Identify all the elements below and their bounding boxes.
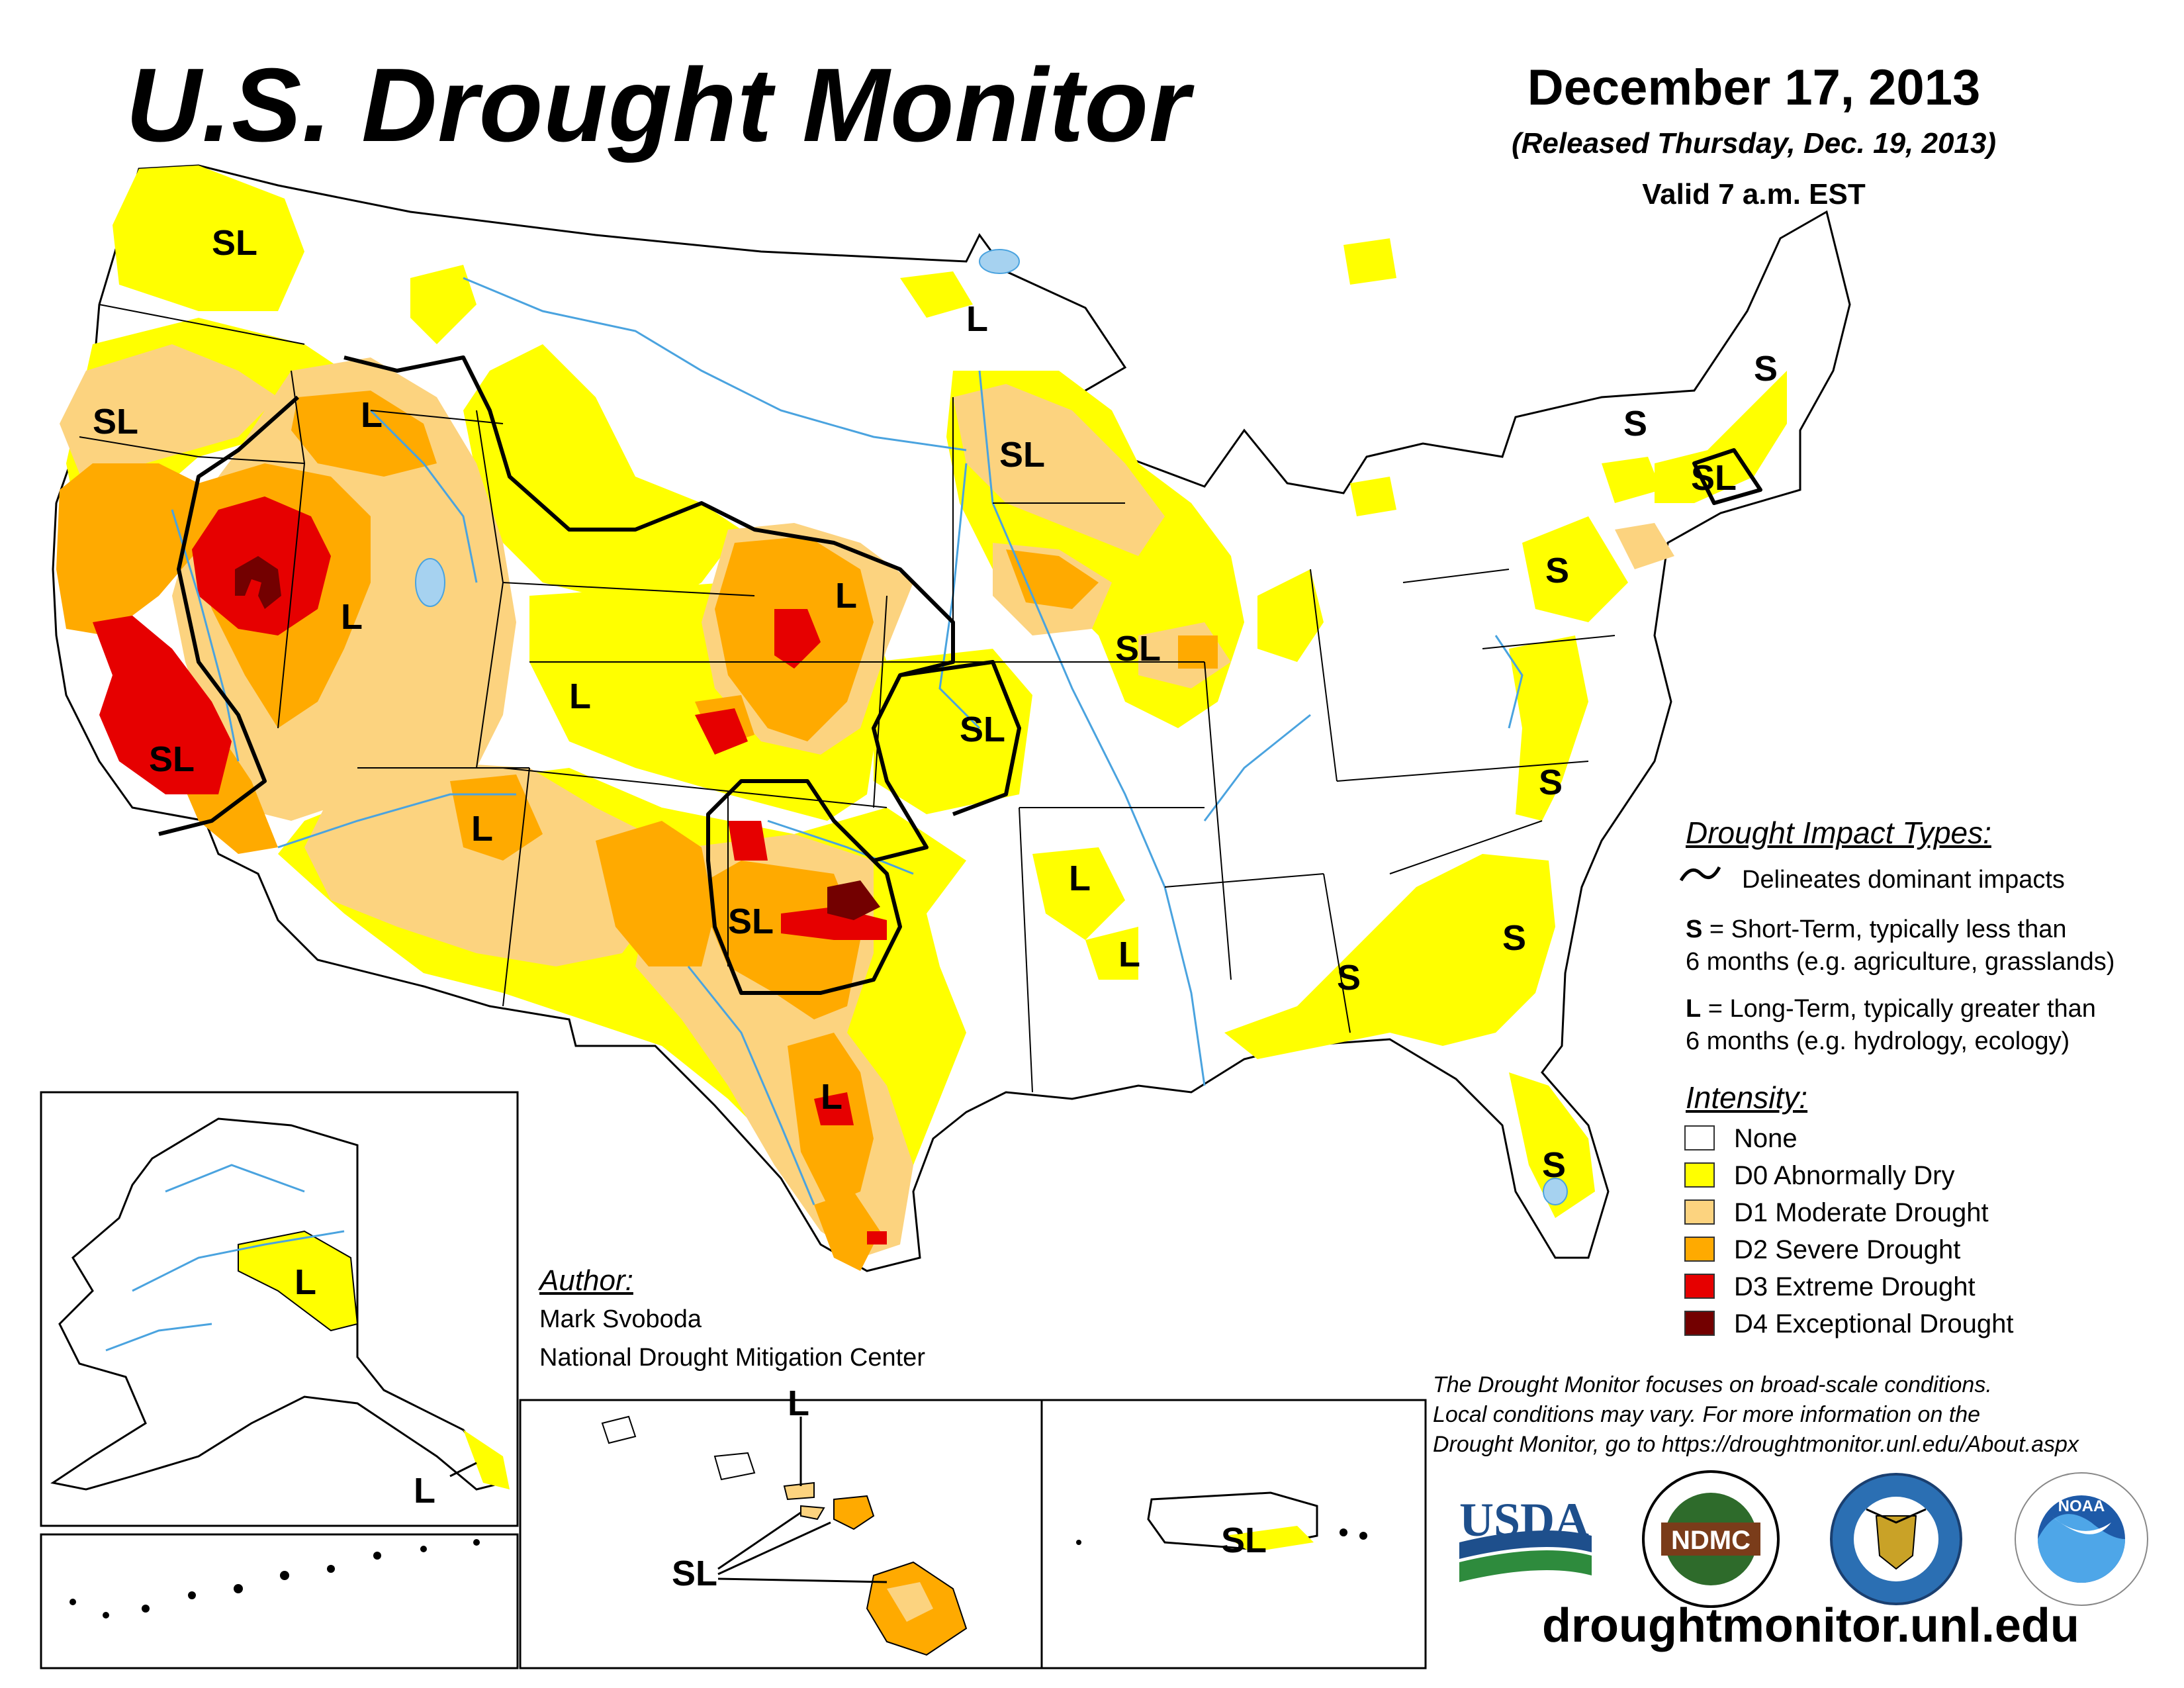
label-tx-south: L xyxy=(821,1077,842,1117)
legend-label-1: D0 Abnormally Dry xyxy=(1734,1161,1955,1190)
legend-swatch-5 xyxy=(1684,1311,1715,1336)
label-ca: SL xyxy=(149,739,195,779)
label-co: L xyxy=(569,677,591,716)
impact-types-heading: Drought Impact Types: xyxy=(1686,816,1991,850)
doc-seal xyxy=(1830,1473,1962,1605)
release-date: (Released Thursday, Dec. 19, 2013) xyxy=(1511,127,1997,160)
note-line2: Local conditions may vary. For more info… xyxy=(1433,1401,1981,1427)
short-term-key: S xyxy=(1686,915,1703,943)
author-name: Mark Svoboda xyxy=(539,1305,702,1333)
label-ia: SL xyxy=(999,435,1045,475)
state-borders xyxy=(79,304,1615,1093)
label-nc: S xyxy=(1539,763,1563,802)
legend-swatch-2 xyxy=(1684,1199,1715,1225)
label-or: SL xyxy=(93,402,138,442)
label-ks: SL xyxy=(960,710,1005,749)
label-me: S xyxy=(1754,349,1778,389)
short-term-text: S = Short-Term, typically less than 6 mo… xyxy=(1686,914,2115,978)
label-ma: SL xyxy=(1691,458,1737,498)
label-tx-panhandle: SL xyxy=(728,902,774,941)
impact-boundaries xyxy=(158,355,1762,995)
note-line3[interactable]: Drought Monitor, go to https://droughtmo… xyxy=(1433,1431,2079,1457)
label-ak-north: L xyxy=(295,1262,316,1302)
label-fl: S xyxy=(1542,1145,1566,1185)
disclaimer-note: The Drought Monitor focuses on broad-sca… xyxy=(1433,1370,2181,1460)
legend-label-2: D1 Moderate Drought xyxy=(1734,1198,1989,1227)
usda-logo: USDA xyxy=(1459,1493,1592,1582)
label-la: L xyxy=(1118,935,1140,974)
legend-swatch-4 xyxy=(1684,1274,1715,1299)
long-term-text: L = Long-Term, typically greater than 6 … xyxy=(1686,993,2096,1057)
long-term-line2: 6 months (e.g. hydrology, ecology) xyxy=(1686,1027,2070,1055)
label-hi-south: SL xyxy=(672,1554,717,1593)
legend-swatch-1 xyxy=(1684,1162,1715,1188)
label-al: S xyxy=(1337,958,1361,998)
d4-areas xyxy=(235,556,880,920)
label-az: L xyxy=(471,809,493,849)
label-ar: L xyxy=(1069,859,1091,898)
short-term-line1: = Short-Term, typically less than xyxy=(1702,915,2067,943)
svg-text:NOAA: NOAA xyxy=(2058,1497,2105,1515)
label-mn: L xyxy=(966,299,988,339)
note-line1: The Drought Monitor focuses on broad-sca… xyxy=(1433,1372,1992,1397)
label-hi-north: L xyxy=(788,1383,809,1423)
author-org: National Drought Mitigation Center xyxy=(539,1344,925,1372)
map-date: December 17, 2013 xyxy=(1527,60,1981,116)
label-pr: SL xyxy=(1221,1521,1267,1560)
impact-labels: SL SL L L SL L L L SL SL L L SL SL L L S… xyxy=(93,223,1778,1185)
valid-time: Valid 7 a.m. EST xyxy=(1642,178,1866,211)
noaa-logo: NOAA xyxy=(2015,1472,2148,1606)
intensity-heading: Intensity: xyxy=(1686,1080,1808,1115)
svg-text:NDMC: NDMC xyxy=(1671,1526,1751,1555)
legend-swatch-0 xyxy=(1684,1125,1715,1150)
legend-label-5: D4 Exceptional Drought xyxy=(1734,1309,2014,1338)
legend-label-4: D3 Extreme Drought xyxy=(1734,1272,1976,1301)
legend-label-0: None xyxy=(1734,1124,1797,1153)
map-title: U.S. Drought Monitor xyxy=(126,47,1191,164)
label-id: L xyxy=(361,395,383,435)
ndmc-logo: NDMC xyxy=(1642,1470,1780,1608)
site-url[interactable]: droughtmonitor.unl.edu xyxy=(1542,1599,2079,1652)
legend-swatch-3 xyxy=(1684,1237,1715,1262)
long-term-key: L xyxy=(1686,995,1702,1023)
label-sc: S xyxy=(1502,918,1526,958)
label-ne: L xyxy=(835,576,857,616)
label-ak-south: L xyxy=(414,1471,435,1511)
delineation-swoosh-icon xyxy=(1679,866,1721,882)
author-heading: Author: xyxy=(539,1264,633,1297)
rivers xyxy=(171,277,1524,1205)
alaska-inset: L L xyxy=(40,1091,519,1669)
short-term-line2: 6 months (e.g. agriculture, grasslands) xyxy=(1686,947,2115,976)
label-wa: SL xyxy=(212,223,257,263)
legend-label-3: D2 Severe Drought xyxy=(1734,1235,1961,1264)
alaska-outline xyxy=(50,1117,505,1491)
label-mo: SL xyxy=(1115,629,1161,669)
puerto-rico-inset: SL xyxy=(1040,1399,1427,1669)
lakes xyxy=(415,249,1568,1205)
label-pa: S xyxy=(1545,551,1569,590)
label-nv: L xyxy=(341,597,363,637)
hawaii-inset: L SL xyxy=(519,1383,1043,1669)
conus-map: SL SL L L SL L L L SL SL L L SL SL L L S… xyxy=(52,164,1851,1272)
delineates-text: Delineates dominant impacts xyxy=(1742,866,2065,894)
label-vt: S xyxy=(1623,404,1647,444)
long-term-line1: = Long-Term, typically greater than xyxy=(1701,995,2096,1023)
